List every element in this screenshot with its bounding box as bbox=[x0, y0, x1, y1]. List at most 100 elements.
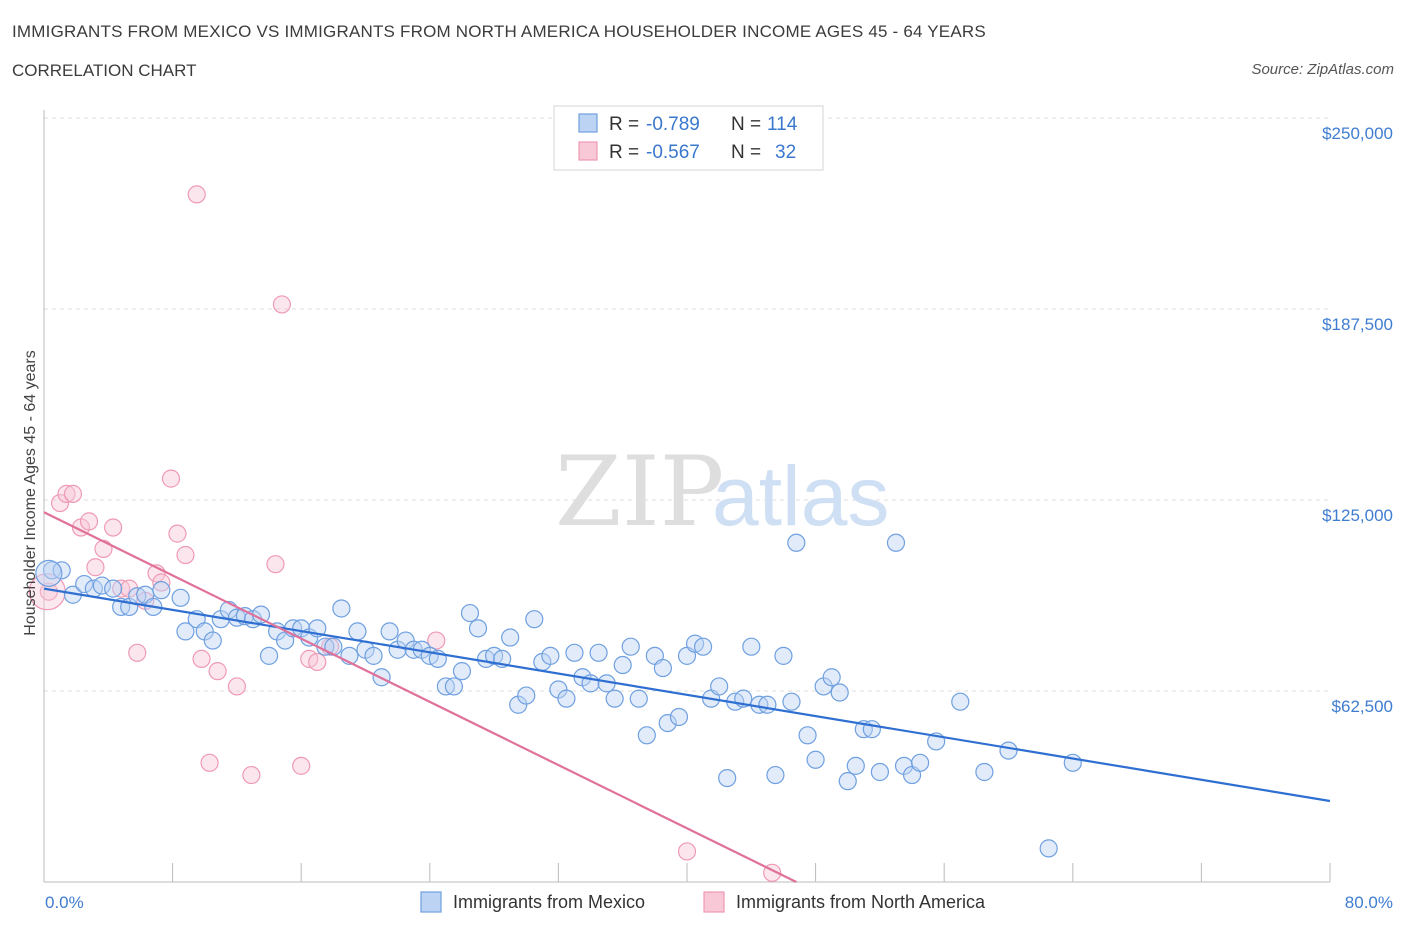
data-point-north-america bbox=[128, 643, 147, 662]
legend-n-value-2: 32 bbox=[775, 142, 796, 163]
y-tick-label: $62,500 bbox=[1332, 697, 1393, 716]
data-point-north-america bbox=[192, 649, 211, 669]
north-america-points bbox=[28, 185, 782, 882]
data-point-mexico bbox=[742, 637, 761, 656]
y-tick-labels: $62,500 $125,000 $187,500 $250,000 bbox=[1322, 124, 1393, 716]
x-tick-labels: 0.0% 80.0% bbox=[45, 893, 1393, 912]
data-point-north-america bbox=[200, 753, 219, 772]
data-point-mexico bbox=[669, 707, 689, 727]
grid-lines bbox=[44, 117, 1330, 692]
data-point-north-america bbox=[187, 185, 206, 204]
data-point-mexico bbox=[176, 622, 195, 641]
data-point-mexico bbox=[693, 637, 713, 656]
axes bbox=[43, 110, 1331, 883]
data-point-mexico bbox=[838, 772, 857, 791]
data-point-mexico bbox=[171, 588, 190, 607]
trend-line-north-america bbox=[43, 511, 797, 883]
data-point-mexico bbox=[589, 643, 608, 662]
data-point-north-america bbox=[50, 493, 70, 513]
y-axis-label: Householder Income Ages 45 - 64 years bbox=[22, 350, 39, 636]
data-point-north-america bbox=[292, 756, 311, 775]
data-point-north-america bbox=[161, 469, 181, 488]
data-point-mexico bbox=[452, 662, 472, 681]
data-point-mexico bbox=[870, 762, 890, 782]
watermark: ZIP atlas bbox=[555, 436, 889, 548]
data-point-north-america bbox=[266, 555, 285, 574]
data-point-mexico bbox=[653, 658, 672, 678]
data-point-mexico bbox=[798, 726, 817, 745]
data-point-mexico bbox=[557, 689, 576, 708]
data-point-north-america bbox=[152, 573, 171, 592]
data-point-north-america bbox=[677, 842, 697, 861]
data-point-mexico bbox=[92, 576, 111, 595]
data-point-mexico bbox=[830, 683, 849, 702]
data-point-north-america bbox=[104, 518, 123, 537]
data-point-mexico bbox=[629, 689, 648, 708]
bottom-legend-label-north-america: Immigrants from North America bbox=[736, 892, 986, 912]
data-point-mexico bbox=[621, 637, 640, 656]
data-point-north-america bbox=[79, 512, 99, 531]
legend-n-label-2: N = bbox=[731, 142, 761, 163]
data-point-mexico bbox=[758, 695, 777, 714]
legend-box: R = -0.789 N = 114 R = -0.567 N = 32 bbox=[553, 105, 824, 171]
y-tick-label: $250,000 bbox=[1322, 124, 1393, 143]
data-point-mexico bbox=[822, 668, 841, 687]
chart-source: Source: ZipAtlas.com bbox=[1251, 61, 1394, 78]
data-point-mexico bbox=[364, 646, 383, 665]
data-point-north-america bbox=[272, 295, 292, 314]
data-point-mexico bbox=[332, 599, 351, 618]
mexico-points bbox=[35, 533, 1082, 858]
data-point-north-america bbox=[86, 558, 105, 577]
data-point-mexico bbox=[718, 768, 737, 788]
data-point-mexico bbox=[774, 646, 793, 665]
y-tick-label: $187,500 bbox=[1322, 315, 1393, 334]
data-point-mexico bbox=[605, 689, 624, 708]
legend-r-value-1: -0.789 bbox=[646, 114, 700, 135]
legend-r-label-2: R = bbox=[609, 142, 639, 163]
data-point-mexico bbox=[444, 677, 464, 696]
data-point-mexico bbox=[766, 765, 785, 785]
x-tick-label: 0.0% bbox=[45, 893, 84, 912]
data-point-mexico bbox=[152, 581, 171, 600]
x-tick-label: 80.0% bbox=[1345, 893, 1393, 912]
data-point-north-america bbox=[176, 545, 195, 565]
data-point-north-america bbox=[242, 765, 261, 785]
chart-title: IMMIGRANTS FROM MEXICO VS IMMIGRANTS FRO… bbox=[12, 22, 986, 41]
data-point-mexico bbox=[517, 686, 536, 705]
data-point-mexico bbox=[460, 603, 480, 623]
bottom-legend-label-mexico: Immigrants from Mexico bbox=[453, 892, 645, 912]
data-point-north-america bbox=[308, 652, 327, 672]
data-point-mexico bbox=[259, 646, 279, 665]
data-point-north-america bbox=[63, 484, 83, 503]
data-point-mexico bbox=[75, 574, 94, 594]
data-point-mexico bbox=[787, 533, 806, 552]
data-point-north-america bbox=[227, 677, 246, 696]
bottom-legend-swatch-mexico bbox=[420, 891, 442, 913]
data-point-mexico bbox=[910, 753, 930, 772]
data-point-mexico bbox=[1039, 839, 1058, 858]
data-point-mexico bbox=[251, 605, 271, 624]
bottom-legend: Immigrants from Mexico Immigrants from N… bbox=[420, 891, 986, 913]
data-point-mexico bbox=[565, 643, 584, 662]
data-point-mexico bbox=[468, 619, 488, 638]
legend-r-label-1: R = bbox=[609, 114, 639, 135]
data-point-mexico bbox=[951, 692, 970, 711]
data-point-mexico bbox=[42, 561, 62, 580]
data-point-mexico bbox=[613, 655, 632, 675]
data-point-mexico bbox=[525, 610, 544, 629]
legend-r-value-2: -0.567 bbox=[646, 142, 700, 163]
data-point-mexico bbox=[975, 762, 994, 782]
data-point-mexico bbox=[886, 533, 906, 552]
data-point-north-america bbox=[94, 539, 113, 558]
bottom-legend-swatch-north-america bbox=[703, 891, 725, 913]
data-point-mexico-cluster bbox=[35, 559, 63, 587]
watermark-zip: ZIP bbox=[555, 436, 724, 548]
trend-lines bbox=[43, 511, 1331, 883]
data-point-mexico bbox=[541, 646, 560, 665]
data-point-mexico bbox=[710, 677, 729, 696]
data-point-north-america bbox=[208, 662, 227, 681]
chart-subtitle: CORRELATION CHART bbox=[12, 61, 197, 80]
watermark-atlas: atlas bbox=[712, 449, 889, 543]
data-point-mexico bbox=[501, 628, 520, 647]
